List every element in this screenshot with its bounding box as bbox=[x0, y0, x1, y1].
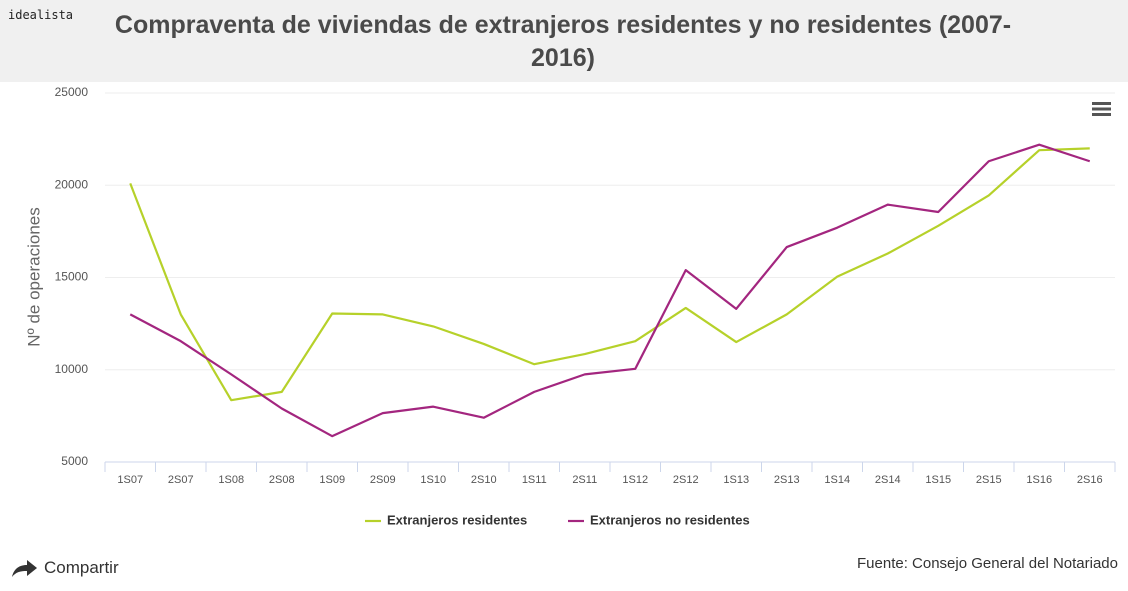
x-tick-label: 2S08 bbox=[269, 474, 295, 486]
menu-bar bbox=[1092, 113, 1111, 116]
x-tick-label: 2S09 bbox=[370, 474, 396, 486]
x-tick-label: 2S10 bbox=[471, 474, 497, 486]
y-axis-title: Nº de operaciones bbox=[24, 207, 43, 346]
source-note: Fuente: Consejo General del Notariado bbox=[857, 555, 1118, 572]
x-tick-label: 2S15 bbox=[976, 474, 1002, 486]
menu-bar bbox=[1092, 107, 1111, 111]
share-label: Compartir bbox=[44, 558, 119, 577]
y-tick-label: 10000 bbox=[55, 362, 89, 376]
share-button[interactable]: Compartir bbox=[10, 558, 119, 578]
x-tick-label: 1S10 bbox=[420, 474, 446, 486]
share-icon bbox=[12, 560, 37, 577]
x-tick-label: 1S08 bbox=[218, 474, 244, 486]
series-line bbox=[129, 143, 1091, 438]
x-tick-label: 2S16 bbox=[1077, 474, 1103, 486]
series-line bbox=[129, 147, 1090, 402]
x-tick-label: 1S13 bbox=[723, 474, 749, 486]
chart-title: Compraventa de viviendas de extranjeros … bbox=[114, 11, 1012, 72]
x-tick-label: 1S15 bbox=[925, 474, 951, 486]
x-tick-label: 2S07 bbox=[168, 474, 194, 486]
menu-icon[interactable] bbox=[1092, 102, 1111, 116]
y-tick-label: 25000 bbox=[55, 85, 89, 99]
y-tick-label: 5000 bbox=[61, 454, 88, 468]
y-tick-label: 15000 bbox=[55, 270, 89, 284]
x-tick-label: 1S16 bbox=[1026, 474, 1052, 486]
x-tick-label: 2S13 bbox=[774, 474, 800, 486]
x-tick-label: 2S11 bbox=[572, 474, 597, 486]
legend-label: Extranjeros no residentes bbox=[590, 512, 750, 527]
legend-label: Extranjeros residentes bbox=[387, 512, 527, 527]
x-tick-label: 2S12 bbox=[673, 474, 699, 486]
x-tick-label: 1S07 bbox=[117, 474, 143, 486]
x-tick-label: 1S09 bbox=[319, 474, 345, 486]
x-tick-label: 1S12 bbox=[622, 474, 648, 486]
x-tick-label: 1S14 bbox=[824, 474, 850, 486]
y-tick-label: 20000 bbox=[55, 177, 89, 191]
x-tick-label: 2S14 bbox=[875, 474, 901, 486]
menu-bar bbox=[1092, 102, 1111, 105]
header: idealista Compraventa de viviendas de ex… bbox=[0, 0, 1128, 82]
brand-logo: idealista bbox=[8, 8, 74, 22]
x-tick-label: 1S11 bbox=[522, 474, 547, 486]
